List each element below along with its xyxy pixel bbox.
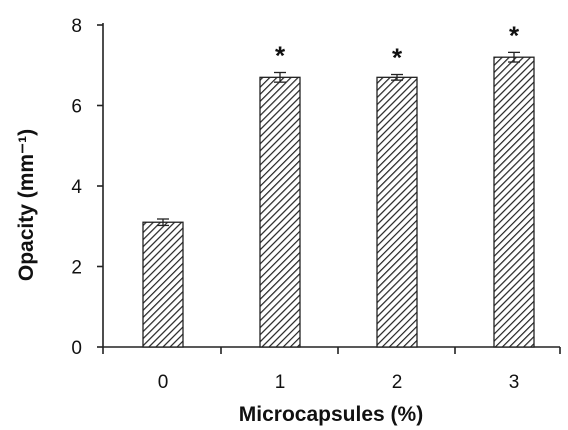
x-tick-label: 1 — [275, 372, 286, 393]
y-axis: 0 2 4 6 8 — [71, 16, 104, 359]
bar — [376, 76, 418, 348]
bar — [259, 76, 301, 348]
y-axis-title: Opacity (mm⁻¹) — [15, 129, 38, 281]
significance-marker: * — [275, 40, 286, 70]
significance-marker: * — [509, 20, 520, 50]
bars: * * * — [142, 20, 535, 348]
x-tick-label: 0 — [158, 372, 169, 393]
x-tick-label: 3 — [509, 372, 520, 393]
y-tick-label: 0 — [71, 338, 82, 359]
bar — [142, 221, 184, 348]
significance-marker: * — [392, 43, 403, 73]
x-axis-title: Microcapsules (%) — [239, 403, 423, 426]
y-tick-label: 4 — [71, 177, 82, 198]
x-axis: 0 1 2 3 — [102, 346, 561, 393]
y-tick-label: 8 — [71, 16, 82, 37]
x-tick-label: 2 — [392, 372, 403, 393]
y-tick-label: 2 — [71, 258, 82, 279]
y-tick-label: 6 — [71, 97, 82, 118]
bar — [493, 56, 535, 348]
